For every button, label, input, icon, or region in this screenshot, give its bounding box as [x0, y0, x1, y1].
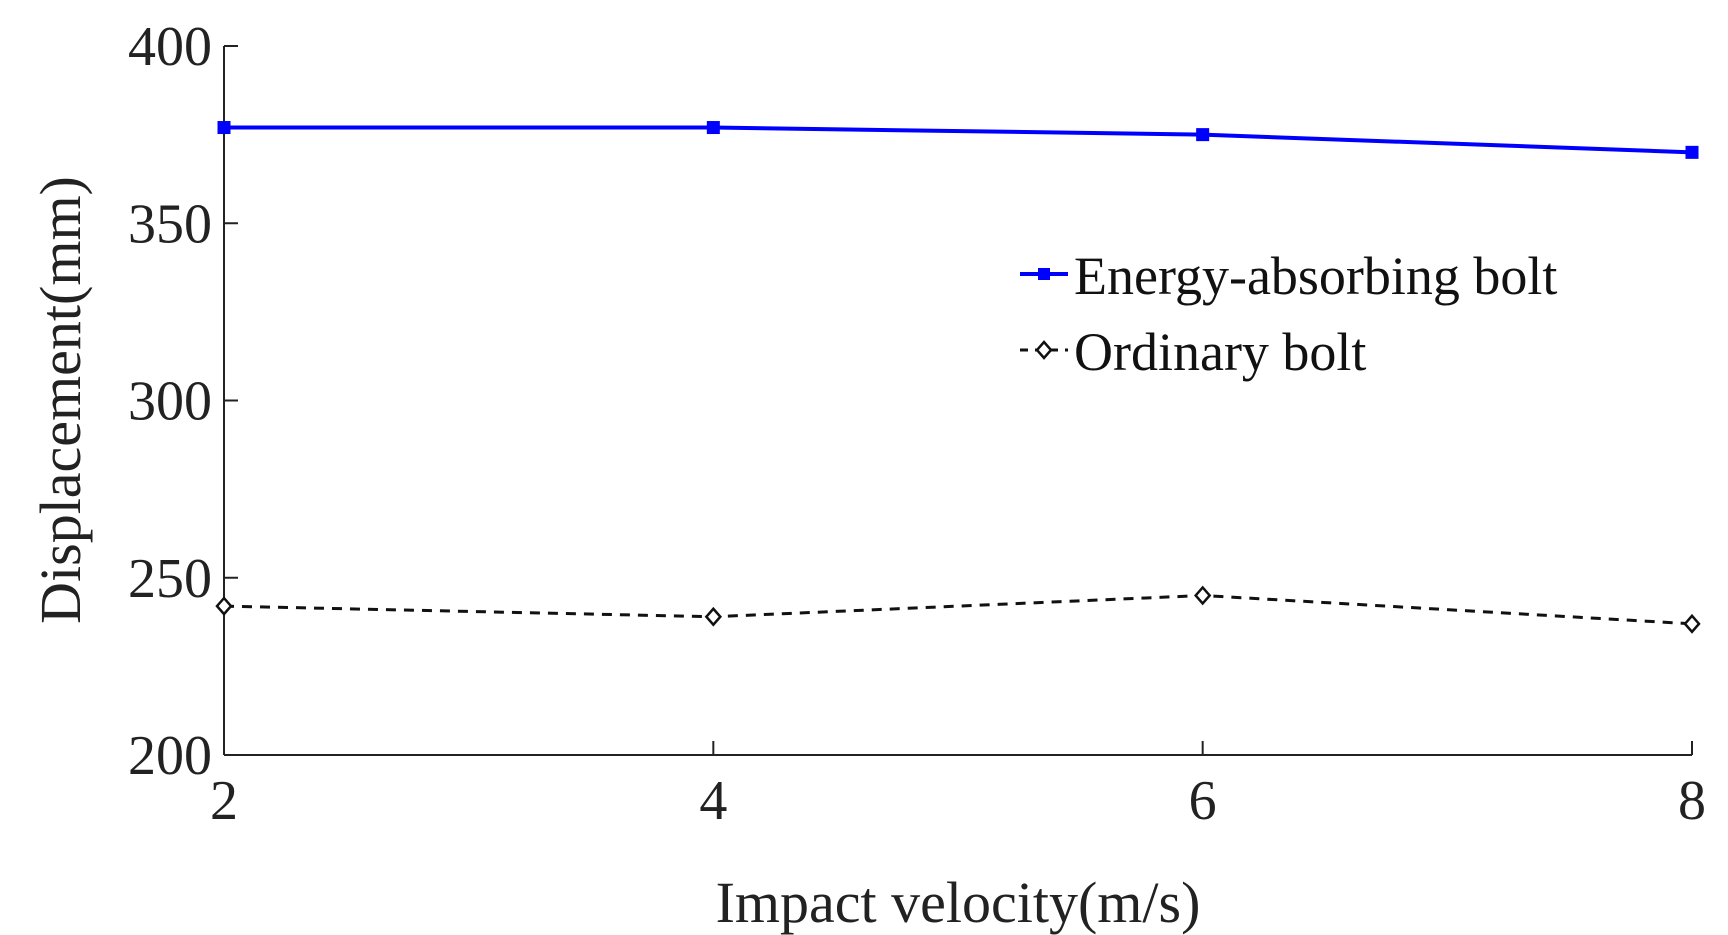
y-tick-label: 300 [128, 371, 212, 433]
x-axis-label: Impact velocity(m/s) [716, 870, 1201, 935]
y-tick-label: 400 [128, 16, 212, 78]
series-line-0 [224, 125, 1693, 155]
legend-marker-ordinary [1035, 340, 1053, 360]
data-point [706, 121, 720, 135]
data-point [1194, 585, 1212, 606]
data-point [704, 606, 722, 627]
y-tick-label: 250 [128, 548, 212, 610]
data-point [1685, 145, 1699, 159]
y-tick-label: 200 [128, 725, 212, 787]
legend: Energy-absorbing bolt Ordinary bolt [1020, 246, 1557, 382]
data-point [1683, 613, 1701, 634]
x-ticks: 2 4 6 8 [210, 741, 1706, 832]
series-group [215, 121, 1701, 634]
data-point [217, 121, 231, 135]
y-ticks: 200 250 300 350 400 [128, 16, 238, 787]
x-tick-label: 6 [1189, 770, 1217, 832]
x-tick-label: 8 [1678, 770, 1706, 832]
x-tick-label: 2 [210, 770, 238, 832]
data-point [1196, 128, 1210, 142]
legend-label-energy: Energy-absorbing bolt [1074, 246, 1557, 306]
axes [223, 46, 1692, 756]
y-tick-label: 350 [128, 193, 212, 255]
series-line-1 [223, 593, 1693, 626]
data-point [215, 596, 233, 617]
y-axis-label: Displacement(mm) [28, 176, 93, 624]
legend-label-ordinary: Ordinary bolt [1074, 322, 1366, 382]
x-tick-label: 4 [699, 770, 727, 832]
legend-marker-energy [1038, 268, 1050, 280]
